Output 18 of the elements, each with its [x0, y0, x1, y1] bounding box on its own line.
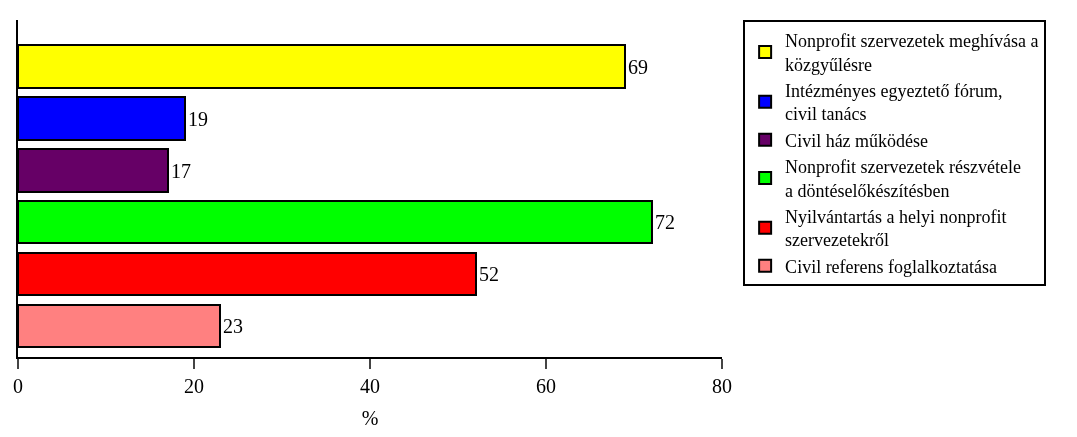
x-axis-title: % [361, 407, 379, 429]
x-tick-label: 80 [712, 375, 732, 397]
x-tick-label: 0 [13, 375, 23, 397]
legend-label: Intézményes egyeztető fórum, civil tanács [785, 81, 1003, 125]
legend-label: Civil referens foglalkoztatása [785, 256, 998, 277]
legend-label: Nyilvántartás a helyi nonprofit szervezetekről [785, 207, 1007, 251]
data-label: 69 [628, 55, 648, 78]
x-tick-label: 20 [184, 375, 204, 397]
legend-label: Nonprofit szervezetek részvétele a döntéselőkészítésben [785, 157, 1021, 201]
legend-label: Nonprofit szervezetek meghívása a közgyűlésre [785, 31, 1039, 75]
x-tick-label: 40 [360, 375, 380, 397]
data-label: 72 [655, 211, 675, 233]
data-label: 52 [479, 263, 499, 285]
data-label: 19 [188, 107, 208, 130]
x-tick-label: 60 [536, 375, 556, 397]
legend-label: Civil ház működése [785, 130, 929, 151]
data-label: 17 [171, 159, 191, 182]
data-label: 23 [223, 315, 243, 337]
